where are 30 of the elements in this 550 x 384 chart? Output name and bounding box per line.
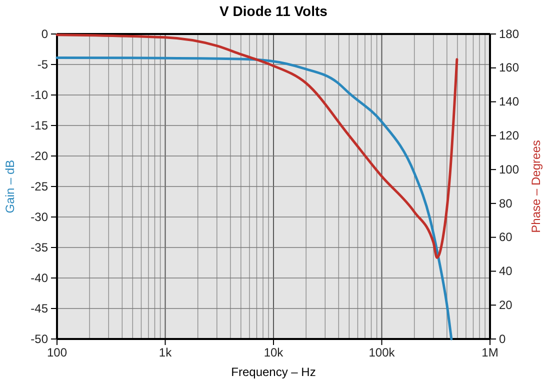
chart-title: V Diode 11 Volts: [220, 3, 328, 19]
y-axis-title: Gain – dB: [3, 160, 17, 214]
y2-tick-label: 20: [499, 298, 513, 312]
x-tick-label: 100k: [368, 346, 396, 360]
x-axis-title: Frequency – Hz: [231, 365, 316, 379]
y-tick-label: -50: [30, 332, 48, 346]
y-tick-label: -25: [30, 179, 48, 194]
y-tick-label: -45: [30, 301, 48, 316]
y-tick-label: -35: [30, 240, 48, 254]
y-tick-label: 0: [41, 26, 48, 41]
x-tick-label: 10k: [264, 346, 284, 360]
x-tick-label: 1M: [482, 346, 498, 360]
y2-tick-label: 60: [499, 230, 513, 244]
y-tick-label: -15: [30, 118, 48, 132]
y-tick-label: -40: [30, 270, 48, 285]
y2-tick-label: 100: [499, 162, 520, 176]
y2-tick-label: 40: [499, 264, 513, 278]
y2-axis-title: Phase – Degrees: [529, 140, 543, 233]
y2-tick-label: 180: [499, 26, 520, 41]
y-tick-label: -30: [30, 210, 48, 224]
y-tick-label: -5: [37, 57, 48, 72]
y2-tick-label: 0: [499, 332, 506, 346]
x-tick-label: 1k: [158, 346, 173, 360]
y2-tick-label: 80: [499, 196, 513, 210]
y2-tick-label: 120: [499, 128, 520, 143]
y-tick-label: -20: [30, 148, 48, 163]
x-tick-label: 100: [46, 346, 68, 360]
y2-tick-label: 140: [499, 94, 520, 109]
y-tick-label: -10: [30, 88, 48, 102]
y2-tick-label: 160: [499, 60, 520, 75]
